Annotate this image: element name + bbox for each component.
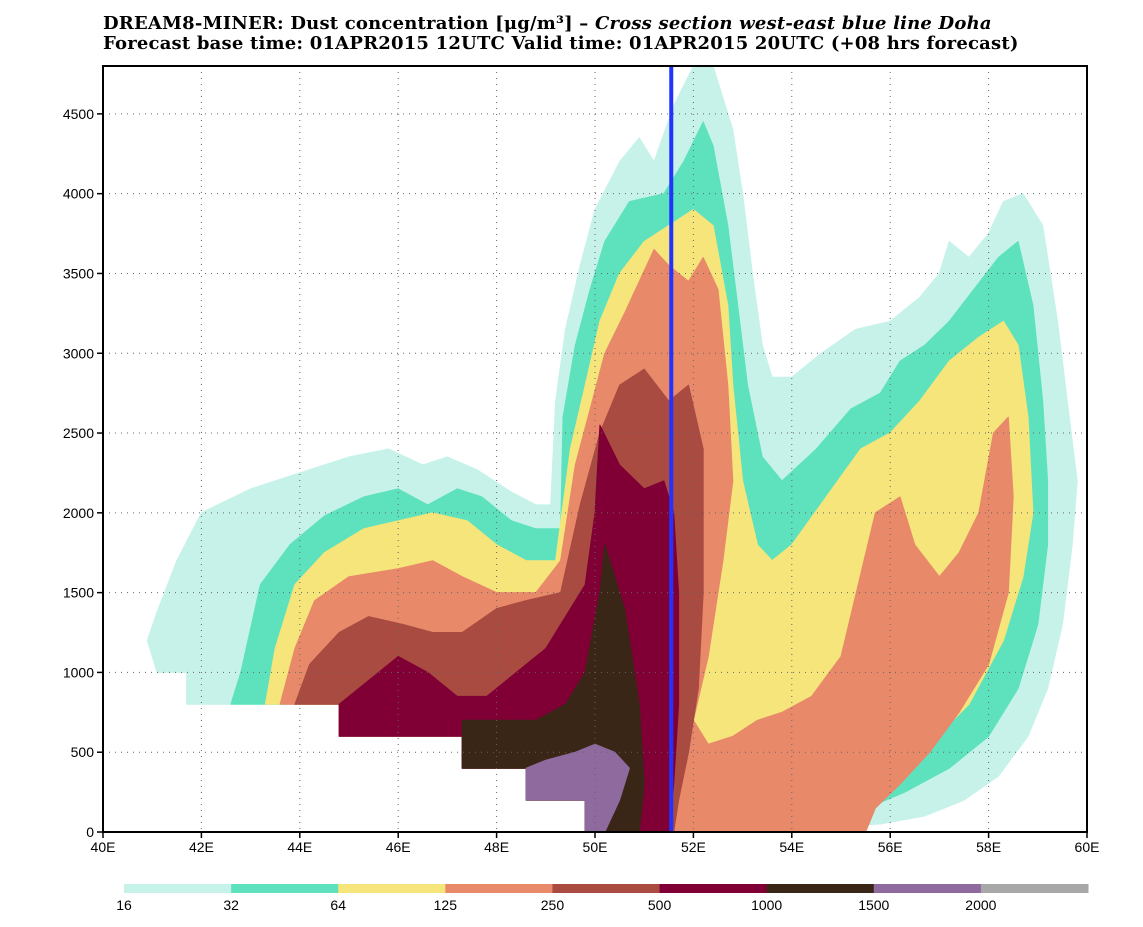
chart-subtitle: Forecast base time: 01APR2015 12UTC Vali… — [103, 33, 1019, 54]
y-tick-label: 1000 — [63, 664, 94, 680]
colorbar-swatch-250 — [552, 884, 661, 893]
y-tick-label: 2000 — [63, 505, 94, 521]
x-tick-label: 44E — [287, 839, 312, 855]
x-tick-label: 60E — [1075, 839, 1100, 855]
colorbar-label: 64 — [330, 897, 346, 913]
chart-title: DREAM8-MINER: Dust concentration [μg/m³]… — [103, 14, 992, 34]
colorbar-swatch-1000 — [766, 884, 875, 893]
x-tick-label: 56E — [878, 839, 903, 855]
chart-title-main: DREAM8-MINER: Dust concentration [μg/m³]… — [103, 13, 595, 34]
colorbar-label: 1000 — [751, 897, 782, 913]
x-tick-label: 54E — [779, 839, 804, 855]
y-tick-label: 2500 — [63, 425, 94, 441]
y-tick-label: 0 — [86, 824, 94, 840]
colorbar-swatch-32 — [231, 884, 339, 893]
y-tick-label: 3500 — [63, 265, 94, 281]
x-tick-label: 52E — [681, 839, 706, 855]
colorbar-label: 2000 — [965, 897, 996, 913]
chart-title-section: Cross section west-east blue line Doha — [594, 13, 992, 34]
contour-level-1500 — [525, 743, 630, 832]
y-tick-label: 3000 — [63, 345, 94, 361]
colorbar-swatch-64 — [338, 884, 446, 893]
colorbar-swatch-500 — [659, 884, 768, 893]
colorbar-swatch-1500 — [873, 884, 982, 893]
colorbar-label: 32 — [223, 897, 239, 913]
y-axis: 0 500 1000 1500 2000 2500 3000 3500 4000 4500 — [63, 106, 103, 840]
colorbar-label: 16 — [116, 897, 132, 913]
x-tick-label: 50E — [583, 839, 608, 855]
y-tick-label: 4500 — [63, 106, 94, 122]
colorbar-swatch-2000 — [980, 884, 1089, 893]
colorbar-label: 500 — [648, 897, 672, 913]
colorbar-label: 250 — [541, 897, 565, 913]
x-tick-label: 58E — [976, 839, 1001, 855]
contour-fills — [146, 66, 1078, 832]
y-tick-label: 1500 — [63, 585, 94, 601]
x-tick-label: 42E — [189, 839, 214, 855]
x-tick-label: 46E — [386, 839, 411, 855]
colorbar-label: 1500 — [858, 897, 889, 913]
y-tick-label: 500 — [71, 744, 95, 760]
y-tick-label: 4000 — [63, 186, 94, 202]
colorbar-swatch-16 — [124, 884, 232, 893]
colorbar-label: 125 — [434, 897, 458, 913]
colorbar-swatch-125 — [445, 884, 553, 893]
x-tick-label: 40E — [91, 839, 116, 855]
colorbar: 16 32 64 125 250 500 1000 1500 2000 — [116, 884, 1089, 913]
x-tick-label: 48E — [484, 839, 509, 855]
x-axis: 40E 42E 44E 46E 48E 50E 52E 54E 56E 58E 60E — [91, 832, 1100, 855]
grid-lines — [103, 66, 1087, 832]
